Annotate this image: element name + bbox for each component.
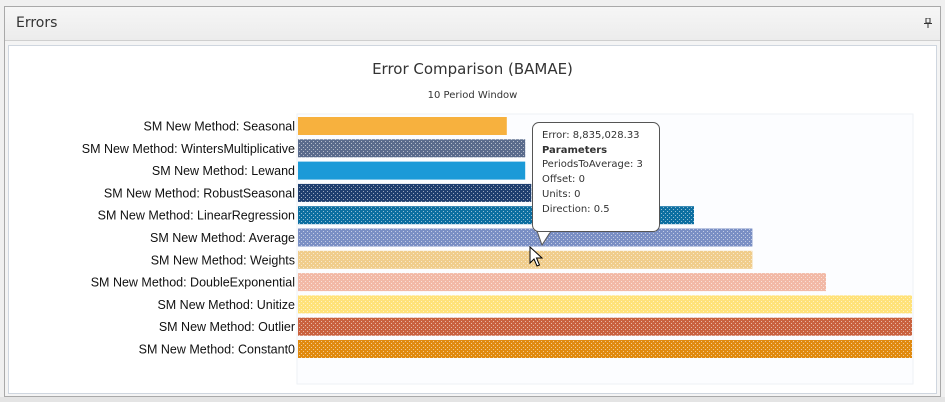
bar[interactable] (298, 295, 912, 314)
category-label: SM New Method: LinearRegression (98, 209, 295, 223)
category-label: SM New Method: RobustSeasonal (104, 186, 295, 200)
chart-subtitle: 10 Period Window (427, 90, 518, 101)
bar[interactable] (298, 317, 912, 336)
bar[interactable] (298, 117, 507, 135)
category-label: SM New Method: Weights (151, 253, 295, 267)
category-label: SM New Method: Outlier (159, 320, 295, 334)
bar-tooltip: Error: 8,835,028.33 Parameters PeriodsTo… (532, 122, 660, 232)
panel-title: Errors (16, 15, 58, 31)
category-label: SM New Method: Lewand (152, 164, 295, 178)
category-label: SM New Method: Unitize (157, 298, 295, 312)
pin-icon[interactable] (924, 18, 932, 28)
bar[interactable] (298, 273, 826, 292)
tooltip-line: Offset: 0 (542, 174, 585, 186)
category-label: SM New Method: Average (150, 231, 295, 245)
tooltip-line: Direction: 0.5 (542, 203, 610, 215)
bottom-strip (0, 397, 945, 402)
category-label: SM New Method: WintersMultiplicative (82, 142, 295, 156)
chart-title: Error Comparison (BAMAE) (372, 60, 573, 78)
bar[interactable] (298, 340, 912, 358)
tooltip-tail (536, 231, 552, 247)
mouse-cursor-icon (529, 246, 543, 267)
bar[interactable] (298, 228, 753, 247)
tooltip-heading: Parameters (542, 144, 608, 156)
bar[interactable] (298, 161, 526, 180)
bar[interactable] (298, 250, 753, 269)
bar[interactable] (298, 183, 532, 202)
category-label: SM New Method: DoubleExponential (91, 276, 295, 290)
panel-header: Errors (5, 7, 940, 41)
category-label: SM New Method: Seasonal (144, 120, 295, 134)
category-label: SM New Method: Constant0 (139, 343, 295, 357)
tooltip-line: PeriodsToAverage: 3 (542, 159, 643, 171)
tooltip-error: Error: 8,835,028.33 (542, 130, 640, 141)
bar[interactable] (298, 139, 526, 158)
tooltip-line: Units: 0 (542, 188, 581, 200)
